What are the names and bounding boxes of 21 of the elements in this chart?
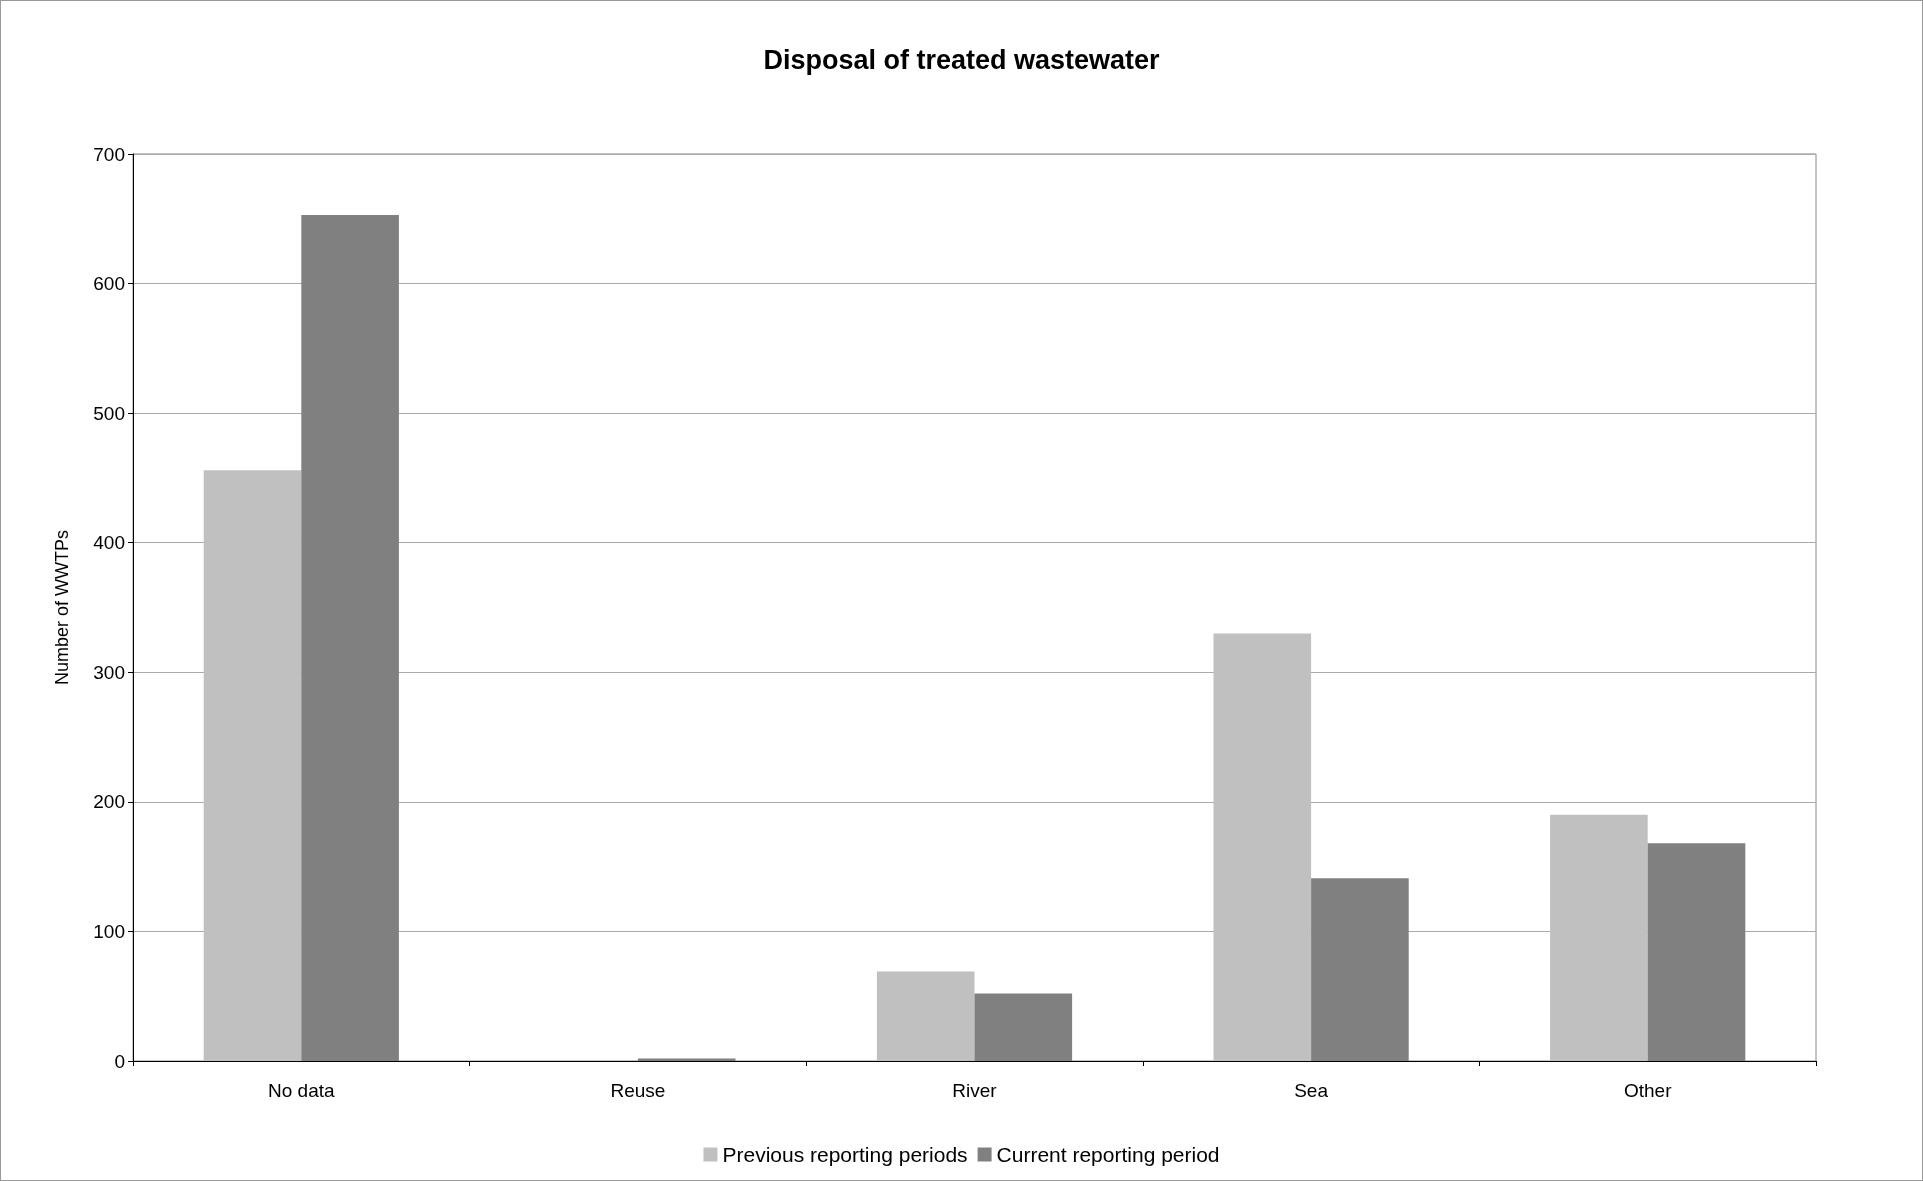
y-tick-label: 0 bbox=[114, 1050, 125, 1072]
x-tick-label: River bbox=[952, 1080, 998, 1101]
bar bbox=[876, 971, 975, 1061]
chart-title: Disposal of treated wastewater bbox=[763, 44, 1161, 75]
y-tick-label: 400 bbox=[93, 532, 125, 554]
x-tick-label: Sea bbox=[1294, 1080, 1329, 1101]
legend-label: Previous reporting periods bbox=[722, 1143, 968, 1166]
x-tick-label: No data bbox=[268, 1080, 336, 1101]
bar bbox=[1550, 814, 1648, 1061]
y-tick-label: 600 bbox=[93, 273, 125, 295]
y-tick-label: 500 bbox=[93, 402, 125, 424]
y-axis-title: Number of WWTPs bbox=[52, 529, 72, 686]
x-tick-label: Other bbox=[1623, 1080, 1673, 1101]
x-tick-label: Reuse bbox=[610, 1080, 666, 1101]
y-tick-label: 700 bbox=[93, 143, 125, 165]
y-tick-label: 200 bbox=[93, 791, 125, 813]
y-tick-label: 100 bbox=[93, 920, 125, 942]
bar bbox=[203, 470, 302, 1061]
y-tick-label: 300 bbox=[93, 661, 125, 683]
legend-label: Current reporting period bbox=[996, 1143, 1220, 1166]
bar bbox=[1213, 633, 1312, 1061]
